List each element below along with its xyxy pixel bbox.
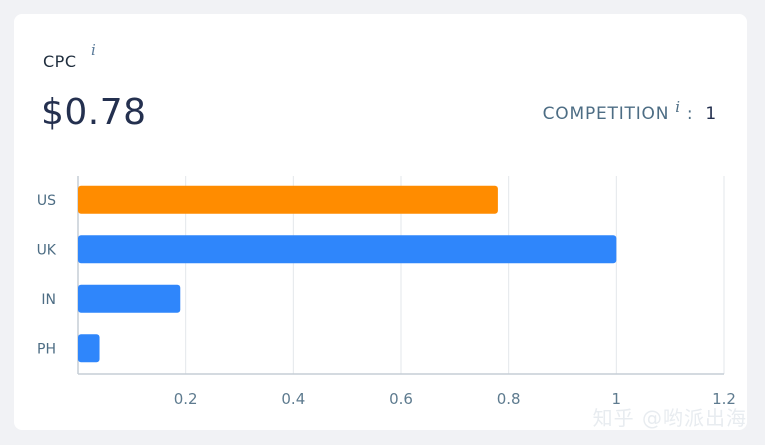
x-tick-label: 0.8	[497, 390, 521, 408]
x-tick-label: 1	[612, 390, 622, 408]
category-label-uk: UK	[37, 242, 57, 258]
competition-separator: :	[686, 104, 694, 124]
bar-ph[interactable]	[78, 334, 100, 363]
competition-value: 1	[705, 104, 717, 124]
x-tick-label: 0.4	[281, 390, 305, 408]
cpc-info-icon[interactable]: i	[91, 41, 96, 59]
cpc-value: $0.78	[41, 92, 147, 133]
category-label-ph: PH	[37, 341, 56, 357]
watermark: 知乎 @哟派出海	[592, 406, 747, 430]
competition-row: COMPETITION i : 1	[542, 98, 717, 124]
bar-in[interactable]	[78, 284, 181, 313]
x-tick-label: 1.2	[712, 390, 736, 408]
competition-label: COMPETITION	[542, 104, 670, 124]
x-tick-label: 0.2	[174, 390, 198, 408]
bar-uk[interactable]	[78, 235, 617, 264]
bar-us[interactable]	[78, 185, 498, 214]
competition-info-icon[interactable]: i	[675, 98, 681, 116]
cpc-card: CPC i $0.78 COMPETITION i : 1	[14, 14, 747, 430]
category-label-us: US	[37, 193, 56, 209]
x-tick-label: 0.6	[389, 390, 413, 408]
cpc-label: CPC	[43, 52, 77, 71]
category-label-in: IN	[41, 292, 56, 308]
